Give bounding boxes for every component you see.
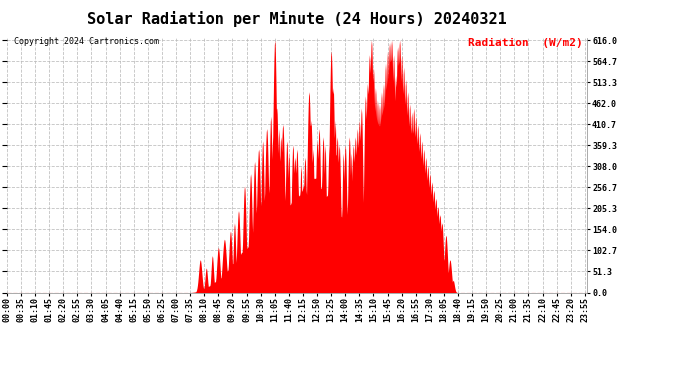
Text: Copyright 2024 Cartronics.com: Copyright 2024 Cartronics.com	[14, 38, 159, 46]
Text: Radiation  (W/m2): Radiation (W/m2)	[469, 38, 583, 48]
Text: Solar Radiation per Minute (24 Hours) 20240321: Solar Radiation per Minute (24 Hours) 20…	[87, 11, 506, 27]
